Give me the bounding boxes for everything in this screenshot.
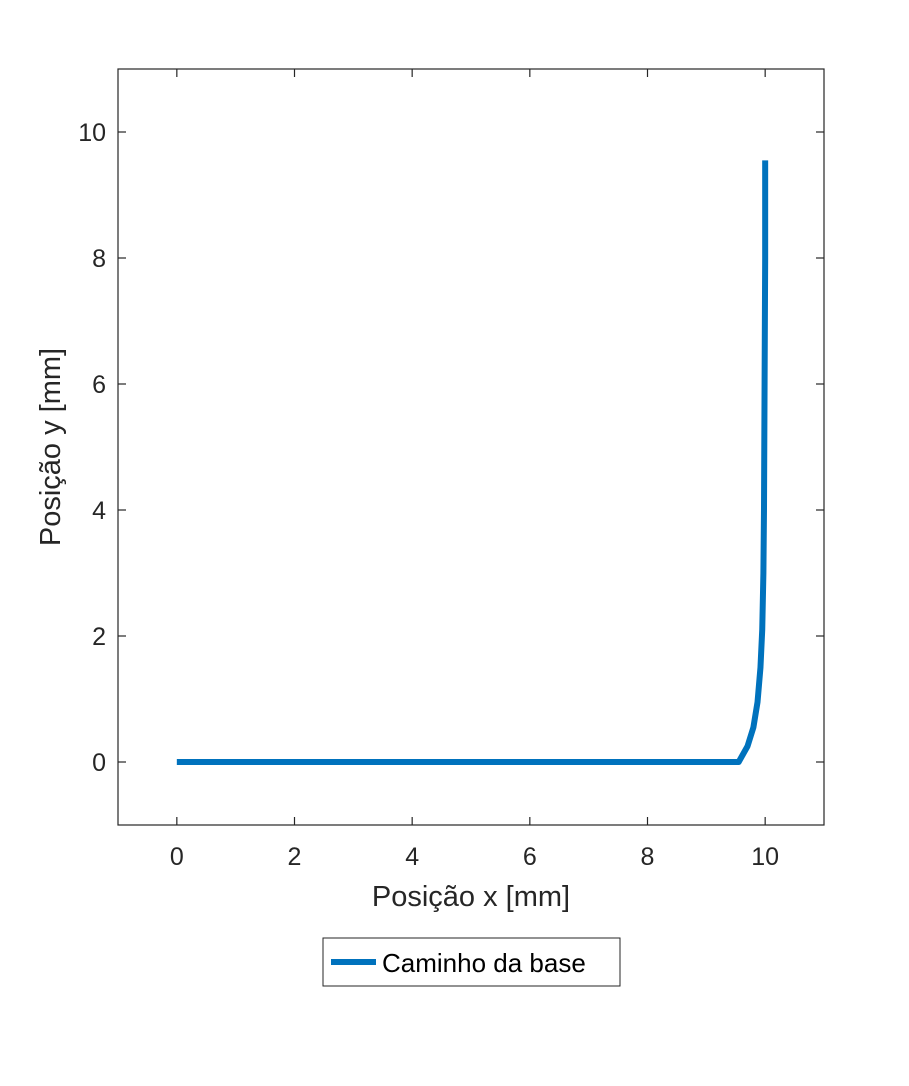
legend: Caminho da base — [322, 937, 621, 987]
y-tick-label: 10 — [78, 119, 106, 147]
y-axis-label: Posição y [mm] — [35, 348, 67, 546]
y-tick-label: 6 — [92, 371, 106, 399]
legend-label: Caminho da base — [382, 948, 586, 978]
y-tick-label: 0 — [92, 749, 106, 777]
plot-border — [117, 68, 825, 826]
series-line — [176, 160, 769, 765]
y-tick-label: 2 — [92, 623, 106, 651]
x-tick-label: 2 — [288, 843, 302, 871]
series-layer — [176, 160, 769, 765]
x-tick-label: 0 — [170, 843, 184, 871]
x-tick-label: 6 — [523, 843, 537, 871]
ticks-layer — [118, 69, 824, 825]
y-tick-labels: 0 2 4 6 8 10 — [78, 119, 106, 777]
x-tick-labels: 0 2 4 6 8 10 — [170, 843, 779, 871]
y-tick-label: 8 — [92, 245, 106, 273]
x-tick-label: 8 — [641, 843, 655, 871]
x-tick-label: 10 — [751, 843, 779, 871]
x-axis-label: Posição x [mm] — [372, 881, 570, 913]
x-tick-label: 4 — [405, 843, 419, 871]
y-tick-label: 4 — [92, 497, 106, 525]
plot-area — [118, 69, 824, 825]
